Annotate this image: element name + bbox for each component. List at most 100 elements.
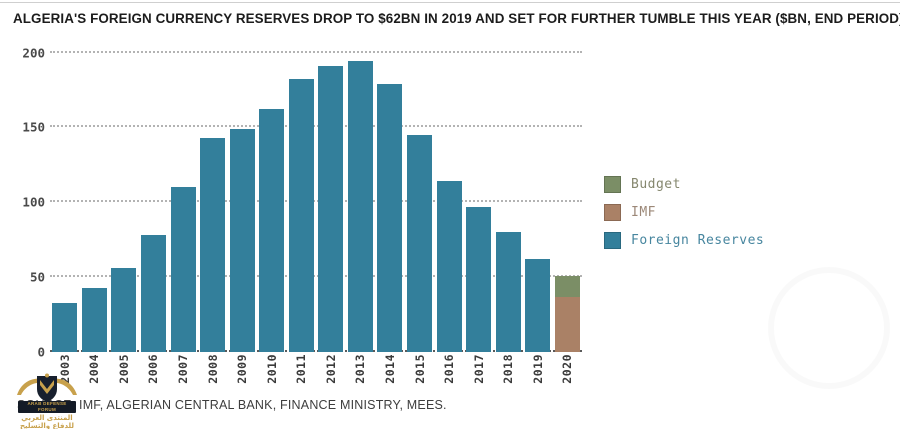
bar-segment-2018-foreign-reserves: [495, 232, 521, 352]
bar-2005: [111, 268, 137, 352]
bar-2013: [347, 61, 373, 352]
x-tick-label-2016: 2016: [442, 354, 457, 384]
bar-2019: [525, 259, 551, 352]
x-slot-2010: 2010: [257, 354, 287, 396]
gridline-0: [50, 350, 582, 352]
bar-slot-2017: [464, 45, 494, 352]
x-tick-label-2018: 2018: [501, 354, 516, 384]
x-slot-2015: 2015: [405, 354, 435, 396]
bar-2018: [495, 232, 521, 352]
x-slot-2006: 2006: [139, 354, 169, 396]
x-slot-2008: 2008: [198, 354, 228, 396]
imf-swatch-icon: [604, 204, 621, 221]
bar-segment-2006-foreign-reserves: [140, 235, 166, 352]
bar-segment-2012-foreign-reserves: [318, 65, 344, 352]
y-tick-label-50: 50: [29, 269, 45, 285]
bar-segment-2004-foreign-reserves: [81, 287, 107, 352]
bar-segment-2013-foreign-reserves: [347, 61, 373, 352]
x-tick-label-2008: 2008: [205, 354, 220, 384]
bar-segment-2003-foreign-reserves: [52, 302, 78, 352]
bar-slot-2020: [553, 45, 583, 352]
x-tick-label-2013: 2013: [353, 354, 368, 384]
gridline-200: [50, 50, 582, 53]
bar-segment-2020-imf: [554, 296, 580, 352]
bar-slot-2013: [346, 45, 376, 352]
source-attribution: SOURCE: IMF, ALGERIAN CENTRAL BANK, FINA…: [17, 398, 447, 412]
y-tick-label-200: 200: [22, 45, 45, 60]
x-slot-2009: 2009: [227, 354, 257, 396]
bar-slot-2004: [80, 45, 110, 352]
x-tick-label-2017: 2017: [471, 354, 486, 384]
bar-2016: [436, 181, 462, 352]
bar-2012: [318, 65, 344, 352]
y-axis: 0 50 100 150 200: [0, 45, 45, 360]
legend-label-foreign-reserves: Foreign Reserves: [631, 233, 765, 248]
x-slot-2012: 2012: [316, 354, 346, 396]
legend: Budget IMF Foreign Reserves: [604, 176, 764, 260]
bar-slot-2008: [198, 45, 228, 352]
top-divider: [0, 2, 900, 3]
bar-2008: [200, 137, 226, 352]
shield-wings-icon: [17, 373, 77, 402]
bar-segment-2005-foreign-reserves: [111, 268, 137, 352]
gridline-100: [50, 200, 582, 203]
plot-area: [50, 45, 582, 352]
bar-segment-2014-foreign-reserves: [377, 83, 403, 352]
bar-slot-2009: [227, 45, 257, 352]
bar-segment-2020-budget: [554, 275, 580, 297]
bar-slot-2010: [257, 45, 287, 352]
x-slot-2016: 2016: [434, 354, 464, 396]
bar-slot-2019: [523, 45, 553, 352]
bar-2004: [81, 287, 107, 352]
legend-item-foreign-reserves: Foreign Reserves: [604, 232, 764, 249]
watermark-arabic-text: المنتدى العربي للدفاع والتسليح: [19, 414, 75, 429]
faint-ghost-watermark: [768, 267, 890, 389]
bar-2015: [407, 134, 433, 352]
x-tick-label-2006: 2006: [146, 354, 161, 384]
bar-2020: [554, 275, 580, 352]
x-tick-label-2007: 2007: [176, 354, 191, 384]
x-slot-2019: 2019: [523, 354, 553, 396]
bar-segment-2010-foreign-reserves: [259, 109, 285, 352]
y-tick-label-0: 0: [37, 344, 45, 360]
x-slot-2018: 2018: [493, 354, 523, 396]
bars-row: [50, 45, 582, 352]
x-tick-label-2015: 2015: [412, 354, 427, 384]
x-slot-2011: 2011: [287, 354, 317, 396]
bar-slot-2011: [287, 45, 317, 352]
x-slot-2014: 2014: [375, 354, 405, 396]
x-tick-label-2005: 2005: [116, 354, 131, 384]
arab-defense-forum-watermark: ARAB DEFENSE FORUM المنتدى العربي للدفاع…: [11, 373, 83, 429]
bar-2007: [170, 187, 196, 352]
bar-segment-2019-foreign-reserves: [525, 259, 551, 352]
x-tick-label-2019: 2019: [530, 354, 545, 384]
bar-2011: [288, 79, 314, 352]
bar-segment-2011-foreign-reserves: [288, 79, 314, 352]
x-tick-label-2010: 2010: [264, 354, 279, 384]
legend-label-imf: IMF: [631, 205, 656, 220]
bar-2014: [377, 83, 403, 352]
chart-title: ALGERIA'S FOREIGN CURRENCY RESERVES DROP…: [13, 11, 900, 26]
bar-slot-2018: [493, 45, 523, 352]
bar-slot-2015: [405, 45, 435, 352]
x-slot-2005: 2005: [109, 354, 139, 396]
x-slot-2020: 2020: [553, 354, 583, 396]
x-slot-2017: 2017: [464, 354, 494, 396]
bar-2006: [140, 235, 166, 352]
x-slot-2007: 2007: [168, 354, 198, 396]
bar-slot-2012: [316, 45, 346, 352]
gridline-150: [50, 125, 582, 128]
bar-2017: [466, 206, 492, 352]
y-tick-label-150: 150: [22, 119, 45, 135]
bar-slot-2003: [50, 45, 80, 352]
foreign-reserves-swatch-icon: [604, 232, 621, 249]
bar-segment-2008-foreign-reserves: [200, 137, 226, 352]
x-tick-label-2014: 2014: [382, 354, 397, 384]
bar-slot-2007: [168, 45, 198, 352]
bar-segment-2007-foreign-reserves: [170, 187, 196, 352]
x-slot-2004: 2004: [80, 354, 110, 396]
bar-segment-2009-foreign-reserves: [229, 128, 255, 352]
bar-segment-2015-foreign-reserves: [407, 134, 433, 352]
gridline-50: [50, 275, 582, 278]
x-tick-label-2009: 2009: [235, 354, 250, 384]
